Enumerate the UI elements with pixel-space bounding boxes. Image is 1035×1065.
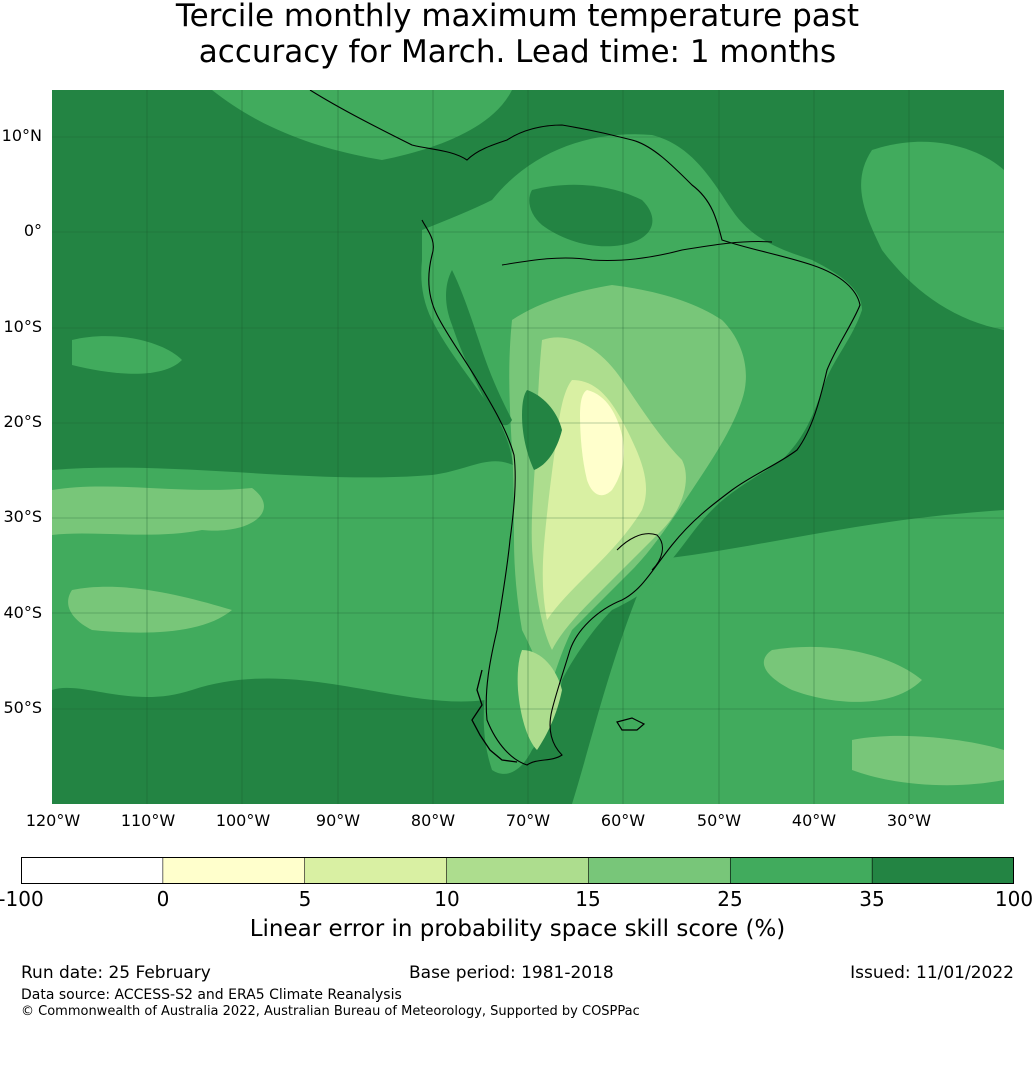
lon-label-90w: 90°W [315, 811, 361, 830]
lat-label-10s: 10°S [3, 317, 42, 336]
map-title-line-2: accuracy for March. Lead time: 1 months [198, 34, 837, 70]
base-period: Base period: 1981-2018 [409, 963, 614, 983]
colorbar-tick-25: 25 [717, 887, 743, 911]
coastline [309, 90, 861, 766]
lat-label-10n: 10°N [1, 126, 42, 145]
colorbar-tick-35: 35 [859, 887, 885, 911]
colorbar-tick-0: 0 [156, 887, 170, 911]
colorbar-cell [729, 857, 873, 884]
lon-label-60w: 60°W [600, 811, 646, 830]
run-date: Run date: 25 February [21, 963, 211, 983]
central-yellow [580, 390, 624, 496]
lon-label-110w: 110°W [120, 811, 176, 830]
colorbar [21, 857, 1014, 884]
colorbar-cell [588, 857, 732, 884]
colorbar-cell [446, 857, 590, 884]
lon-label-80w: 80°W [410, 811, 456, 830]
lat-label-0: 0° [23, 221, 42, 240]
colorbar-tick-15: 15 [575, 887, 601, 911]
falkland-islands [616, 717, 646, 731]
atlantic-light-2 [852, 735, 1004, 786]
colorbar-tick-100: 100 [994, 887, 1034, 911]
lat-label-30s: 30°S [3, 507, 42, 526]
patagonia-light [517, 650, 562, 750]
issued-date: Issued: 11/01/2022 [850, 963, 1014, 983]
atlantic-light-1 [763, 646, 922, 702]
lat-label-20s: 20°S [3, 412, 42, 431]
colorbar-cell [304, 857, 448, 884]
colorbar-tick-10: 10 [434, 887, 460, 911]
chile-archipelago [471, 669, 518, 763]
colorbar-tick-5: 5 [298, 887, 312, 911]
skill-score-map [52, 90, 1004, 804]
colorbar-cell [871, 857, 1014, 884]
lon-label-40w: 40°W [791, 811, 837, 830]
bolivia-dark-patch [522, 390, 562, 470]
lon-label-120w: 120°W [25, 811, 81, 830]
lon-label-50w: 50°W [696, 811, 742, 830]
lat-label-50s: 50°S [3, 698, 42, 717]
colorbar-cell [162, 857, 306, 884]
lon-label-100w: 100°W [215, 811, 271, 830]
amazon-dark-patch [529, 184, 653, 247]
atlantic-north-patch [861, 141, 1004, 330]
colorbar-tick-minus100: -100 [0, 887, 44, 911]
colorbar-cell [21, 857, 164, 884]
rio-de-la-plata [616, 533, 663, 571]
data-source: Data source: ACCESS-S2 and ERA5 Climate … [21, 987, 402, 1003]
copyright-notice: © Commonwealth of Australia 2022, Austra… [21, 1004, 640, 1019]
graticule [52, 90, 1004, 804]
andes-dark-strip [446, 270, 512, 426]
lon-label-30w: 30°W [886, 811, 932, 830]
southern-ocean-light-2 [68, 586, 232, 633]
lon-label-70w: 70°W [505, 811, 551, 830]
northwest-patch [212, 90, 512, 160]
lat-label-40s: 40°S [3, 603, 42, 622]
amazon-river [501, 241, 773, 266]
southern-ocean-light-1 [52, 486, 264, 535]
pacific-tropical-patch [72, 336, 182, 374]
map-title-line-1: Tercile monthly maximum temperature past [175, 0, 860, 34]
colorbar-label: Linear error in probability space skill … [249, 916, 786, 942]
